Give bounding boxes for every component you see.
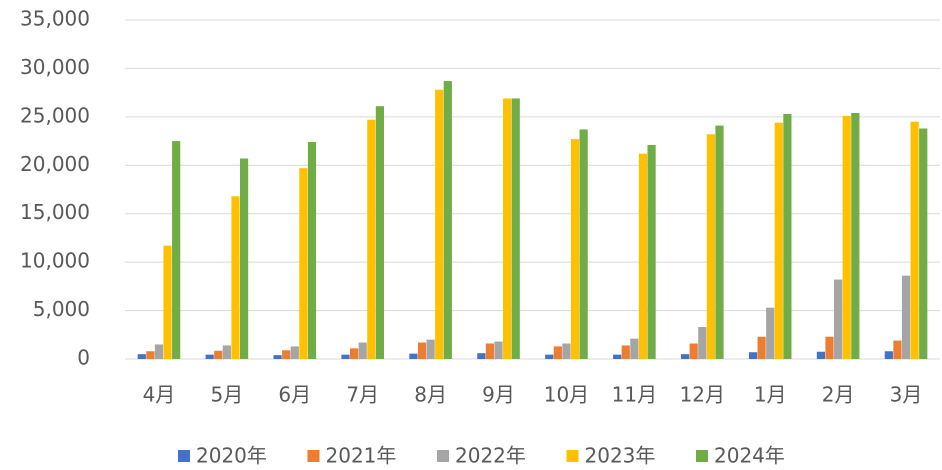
bar	[613, 354, 622, 359]
bar	[409, 353, 418, 359]
bar	[621, 345, 630, 359]
bar	[205, 354, 214, 359]
bar	[638, 153, 648, 359]
bar	[884, 351, 893, 359]
x-tick-label: 4月	[143, 383, 176, 407]
bar	[426, 339, 435, 359]
bar	[511, 98, 520, 359]
bar	[146, 351, 155, 359]
bar	[154, 344, 164, 359]
bar	[417, 342, 427, 359]
bar	[680, 354, 690, 359]
bar	[214, 350, 223, 359]
legend-label: 2020年	[196, 444, 267, 467]
bar	[137, 354, 146, 359]
bar	[901, 275, 911, 359]
bar	[851, 112, 860, 360]
y-tick-label: 5,000	[33, 297, 90, 321]
bar	[562, 343, 571, 359]
bar	[842, 115, 851, 359]
bar	[350, 348, 359, 359]
y-tick-label: 10,000	[20, 249, 90, 273]
bar	[367, 119, 376, 360]
bar	[698, 327, 707, 359]
bar	[299, 168, 308, 359]
bar	[579, 129, 588, 359]
bar	[290, 346, 299, 359]
legend-swatch	[696, 450, 708, 462]
bar	[834, 279, 843, 359]
bar	[494, 341, 503, 359]
y-tick-label: 35,000	[20, 7, 90, 31]
bar	[553, 346, 562, 359]
bar	[435, 89, 444, 359]
bar	[706, 134, 715, 359]
bar	[910, 121, 919, 359]
bar	[783, 113, 792, 359]
y-tick-label: 30,000	[20, 55, 90, 79]
x-tick-label: 10月	[544, 383, 589, 407]
bar	[282, 350, 291, 359]
legend-swatch	[178, 450, 190, 462]
bar	[919, 128, 928, 359]
x-tick-label: 11月	[612, 383, 657, 407]
bar	[757, 336, 766, 359]
x-tick-label: 1月	[754, 383, 787, 407]
bar	[358, 342, 367, 359]
x-tick-label: 9月	[482, 383, 515, 407]
bar	[477, 353, 486, 359]
x-tick-label: 6月	[278, 383, 311, 407]
bar	[485, 343, 495, 359]
legend-label: 2022年	[455, 444, 526, 467]
legend-swatch	[307, 450, 320, 462]
bar	[893, 340, 902, 359]
bar	[443, 81, 452, 360]
legend-swatch	[566, 450, 579, 462]
bar	[630, 338, 639, 359]
bar	[748, 352, 758, 359]
legend-label: 2023年	[585, 444, 656, 467]
x-tick-label: 3月	[890, 383, 923, 407]
bar	[545, 354, 554, 359]
y-tick-label: 0	[77, 346, 90, 370]
bar	[774, 122, 783, 359]
bar	[816, 351, 826, 359]
legend-swatch	[437, 450, 449, 462]
bar	[715, 125, 724, 360]
bar	[375, 106, 385, 360]
bar	[231, 196, 240, 359]
bar	[239, 158, 249, 359]
bar	[172, 141, 181, 359]
bar	[689, 343, 698, 359]
bar	[503, 98, 512, 359]
y-tick-label: 15,000	[20, 200, 90, 224]
x-tick-label: 8月	[414, 383, 447, 407]
bar	[766, 307, 775, 359]
x-tick-label: 7月	[346, 383, 379, 407]
bar	[273, 355, 282, 359]
bar	[307, 142, 317, 359]
y-tick-label: 25,000	[20, 103, 90, 127]
bar	[647, 144, 656, 359]
y-tick-label: 20,000	[20, 152, 90, 176]
x-tick-label: 12月	[680, 383, 725, 407]
bar	[163, 245, 172, 359]
x-tick-label: 5月	[211, 383, 244, 407]
bar	[570, 139, 580, 359]
legend-label: 2024年	[714, 444, 785, 467]
bar	[341, 354, 350, 359]
x-tick-label: 2月	[822, 383, 855, 407]
bar	[825, 336, 834, 359]
legend-label: 2021年	[326, 444, 397, 467]
bar	[222, 345, 231, 359]
